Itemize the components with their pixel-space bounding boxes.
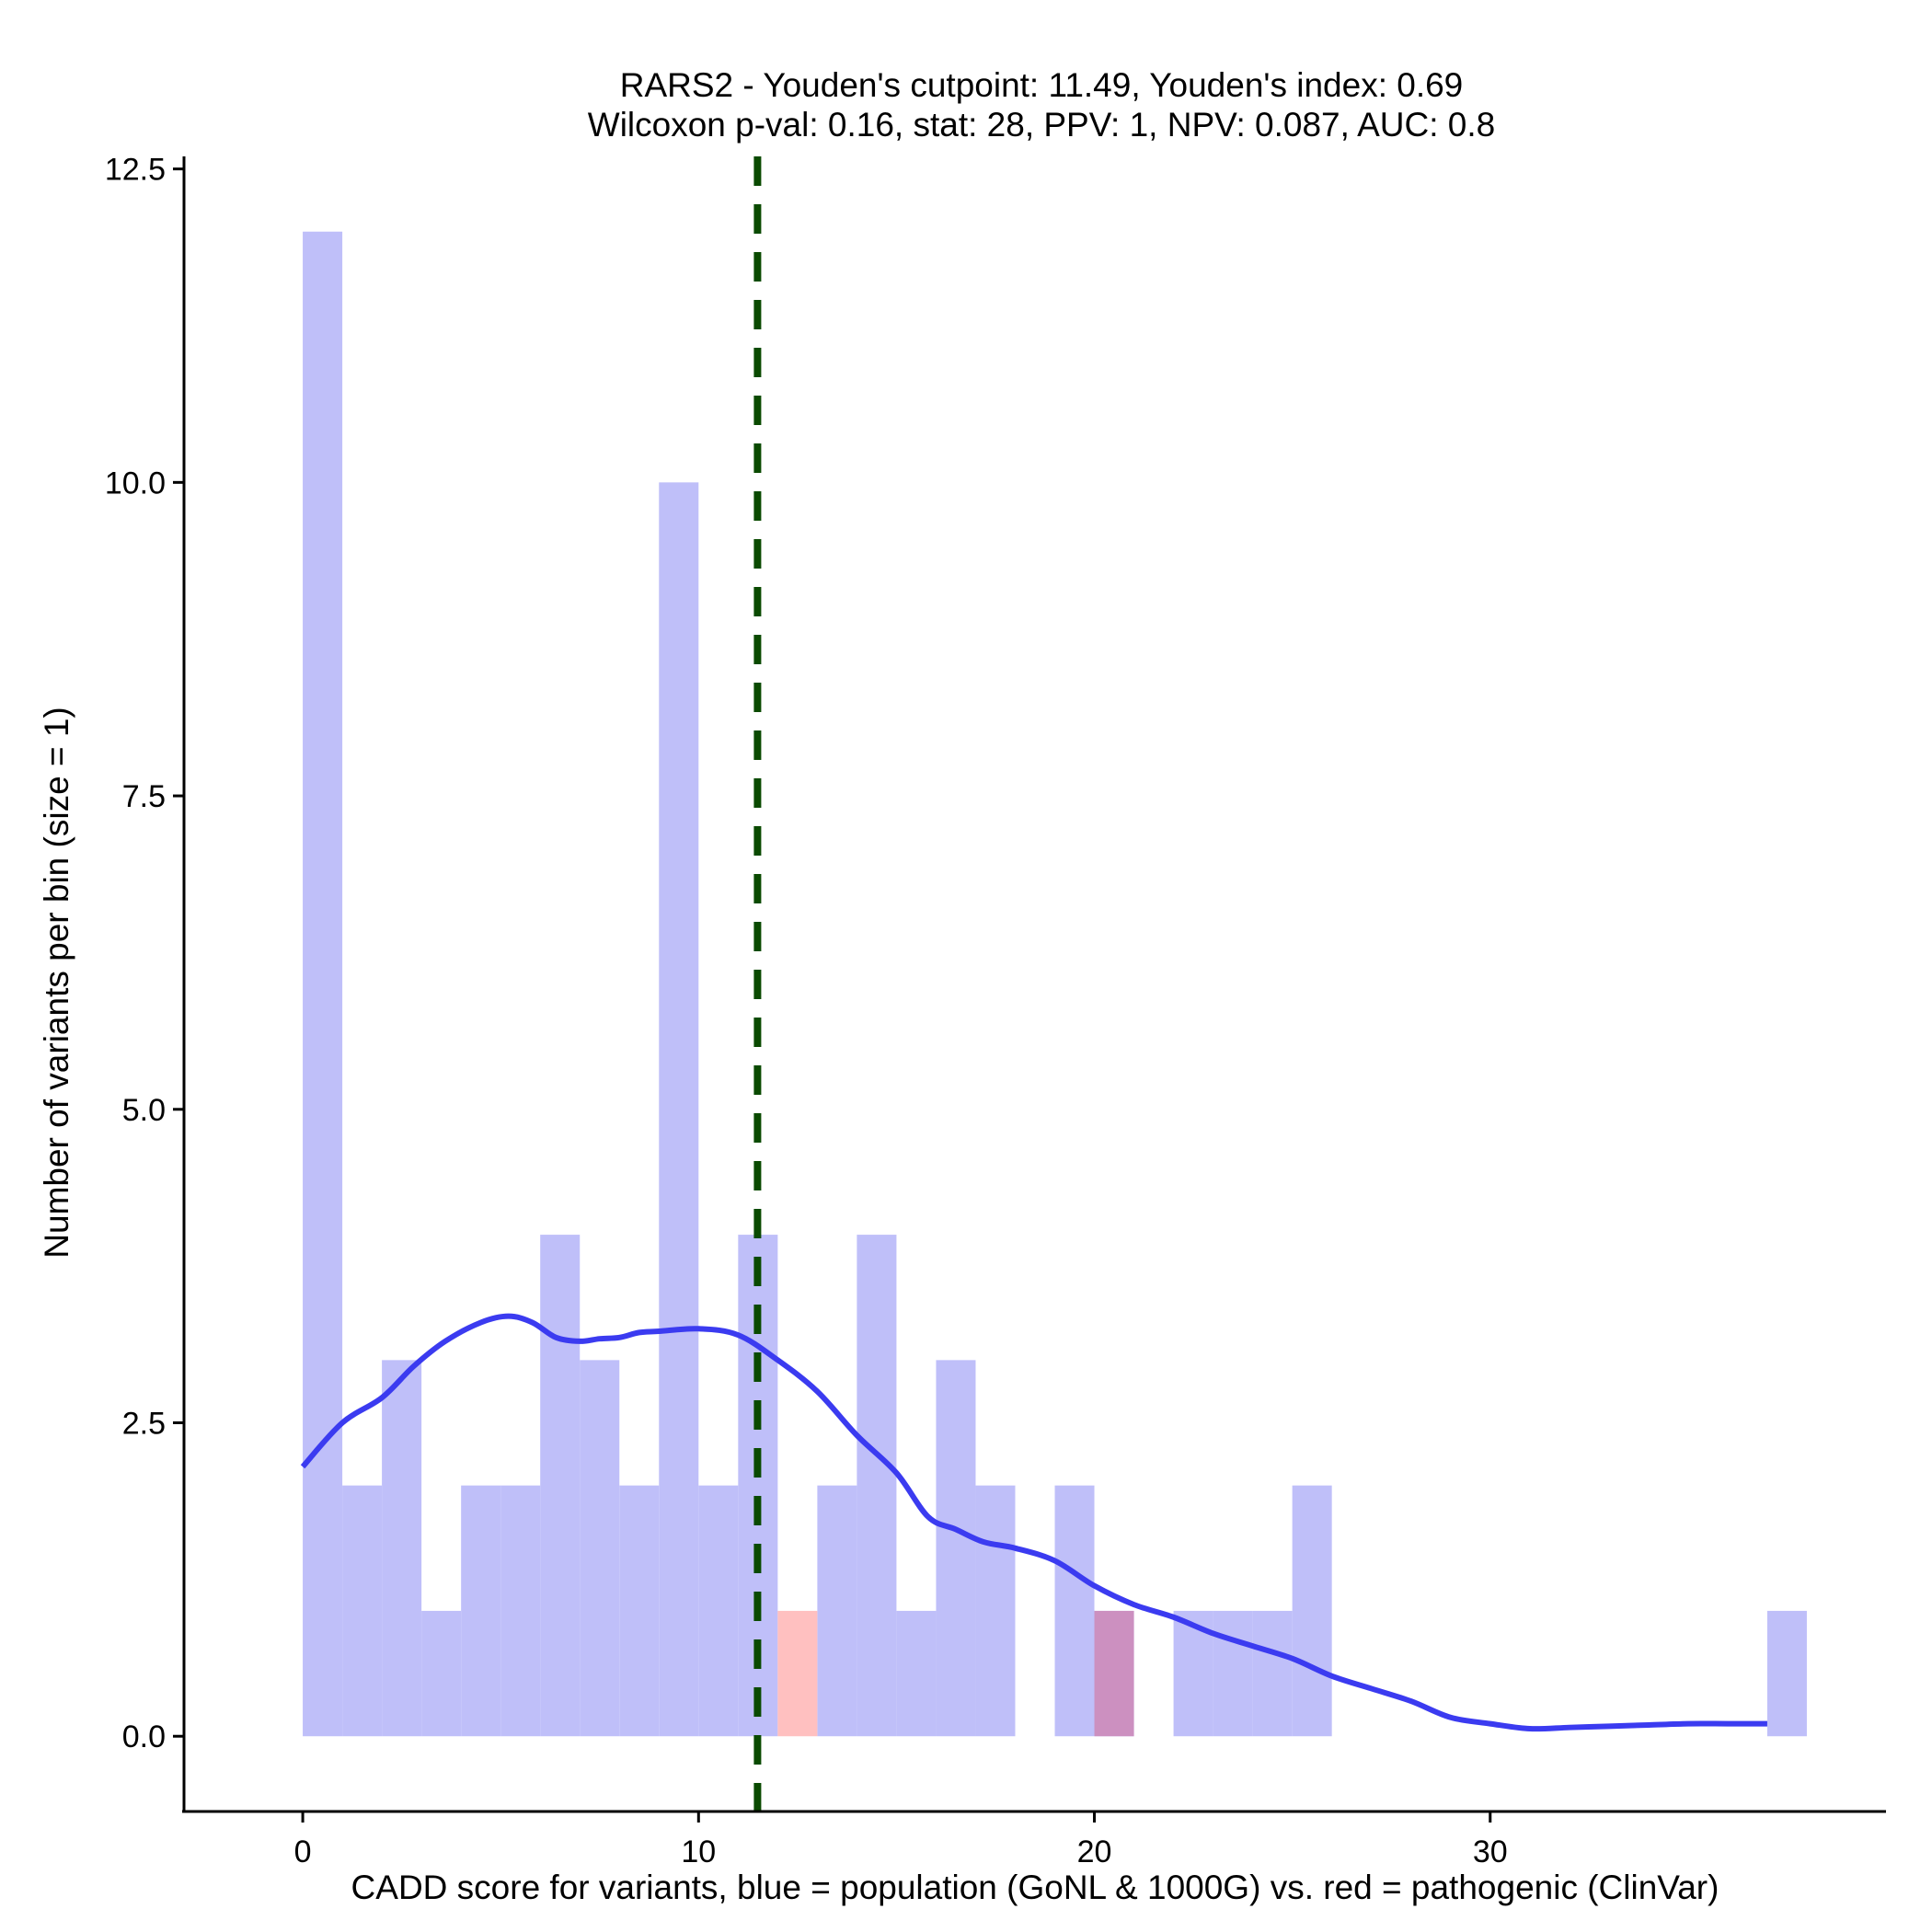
- population-bar: [659, 482, 699, 1737]
- population-bar: [1054, 1485, 1095, 1737]
- population-bar: [619, 1485, 660, 1737]
- x-axis-title: CADD score for variants, blue = populati…: [351, 1869, 1719, 1906]
- population-bar: [1292, 1485, 1332, 1737]
- density-layer: [300, 1313, 1767, 1732]
- population-bar: [421, 1610, 462, 1737]
- population-bar: [896, 1610, 937, 1737]
- x-tick-label: 20: [1077, 1834, 1112, 1869]
- population-bar: [698, 1485, 739, 1737]
- population-bar: [975, 1485, 1016, 1737]
- population-bar: [857, 1235, 897, 1737]
- density-curve: [300, 1313, 1767, 1732]
- histogram-bars: [303, 231, 1807, 1737]
- population-bar: [936, 1360, 976, 1737]
- y-tick-label: 2.5: [122, 1407, 166, 1442]
- y-ticks: 0.0 2.5 5.0 7.5 10.0 12.5: [105, 153, 184, 1754]
- overlap-bar: [1094, 1610, 1134, 1737]
- x-tick-label: 10: [681, 1834, 716, 1869]
- population-bar: [1766, 1610, 1807, 1737]
- y-axis-title: Number of variants per bin (size = 1): [38, 707, 75, 1258]
- population-bar: [580, 1360, 620, 1737]
- x-ticks: 0 10 20 30: [294, 1811, 1508, 1869]
- population-bar: [342, 1485, 383, 1737]
- y-tick-label: 5.0: [122, 1093, 166, 1128]
- population-bar: [500, 1485, 541, 1737]
- chart-title-line1: RARS2 - Youden's cutpoint: 11.49, Youden…: [620, 66, 1464, 104]
- y-tick-label: 12.5: [105, 153, 166, 188]
- population-bar: [1213, 1610, 1253, 1737]
- y-tick-label: 0.0: [122, 1719, 166, 1754]
- y-tick-label: 10.0: [105, 466, 166, 500]
- x-tick-label: 30: [1473, 1834, 1508, 1869]
- chart-title-line2: Wilcoxon p-val: 0.16, stat: 28, PPV: 1, …: [588, 106, 1495, 144]
- population-bar: [461, 1485, 501, 1737]
- x-tick-label: 0: [294, 1834, 312, 1869]
- y-tick-label: 7.5: [122, 779, 166, 814]
- population-bar: [1252, 1610, 1293, 1737]
- population-bar: [382, 1360, 422, 1737]
- pathogenic-bar: [777, 1610, 818, 1737]
- population-bar: [817, 1485, 857, 1737]
- population-bar: [303, 231, 343, 1737]
- population-bar: [540, 1235, 581, 1737]
